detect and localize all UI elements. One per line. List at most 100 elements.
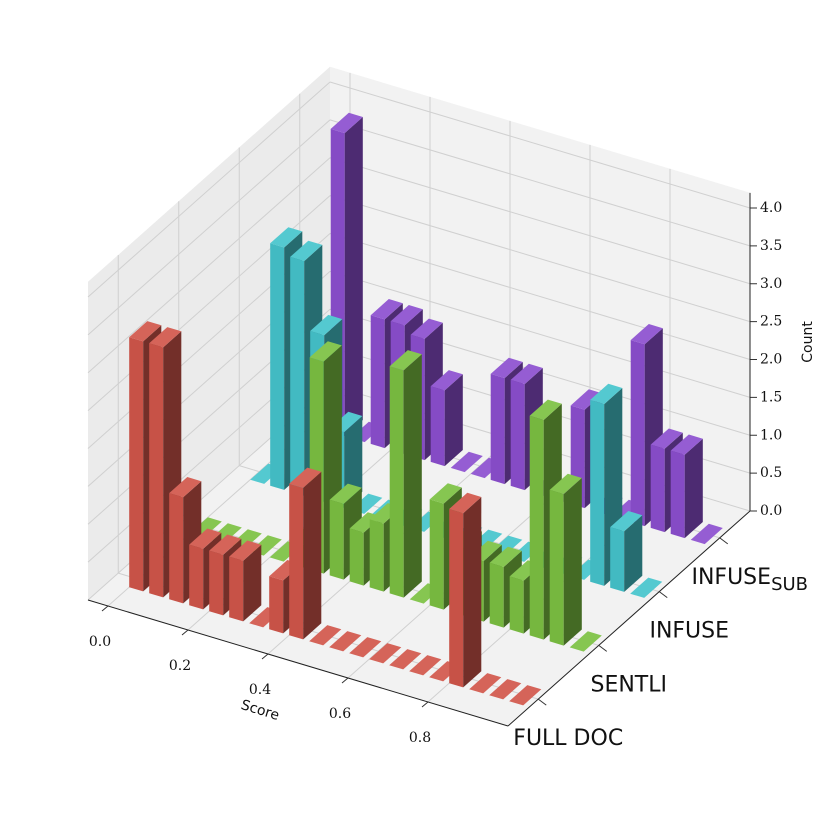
bar-front [289, 483, 304, 640]
bar-top [569, 631, 602, 652]
bar-front [370, 315, 385, 449]
bar-side [403, 354, 422, 598]
bar [509, 685, 542, 706]
bar [309, 625, 342, 646]
bar [610, 511, 643, 592]
bar-top [189, 528, 222, 549]
bar-front [650, 444, 665, 533]
z-tick-label: 4.0 [760, 200, 782, 216]
bar-side [444, 374, 463, 467]
x-tick-mark [421, 701, 429, 708]
bar-top [670, 434, 703, 455]
bar-side [563, 478, 582, 646]
bar-front [169, 493, 184, 604]
bar-top [529, 399, 562, 420]
bar-top [389, 649, 422, 670]
bar [430, 370, 463, 467]
bar-top [489, 546, 522, 567]
bar-top [169, 477, 202, 498]
bar-top [330, 112, 363, 134]
bar-top [149, 327, 182, 348]
bar-side [624, 515, 643, 592]
grid-line [329, 233, 751, 360]
bar-top [610, 511, 643, 532]
grid-line [329, 195, 751, 323]
bar-top [310, 314, 343, 336]
bar-front [430, 386, 445, 467]
x-tick-mark [341, 677, 349, 684]
bar-front [630, 340, 645, 527]
category-name: INFUSE [691, 565, 771, 590]
category-name: INFUSE [649, 619, 729, 644]
z-tick-label: 0.5 [760, 465, 782, 481]
labels: 0.0 0.2 0.4 0.6 0.8 0.0 0.5 1.0 1.5 2.0 2.5 3.0 3.5 4… [87, 192, 816, 751]
bar [450, 451, 483, 473]
grid-line [329, 119, 751, 247]
bar-top [409, 655, 442, 676]
bar-top [549, 473, 582, 495]
bar-top [469, 673, 502, 694]
y-tick-label: SENTLI [590, 672, 667, 697]
z-tick-label: 0.0 [760, 503, 782, 519]
grid-line [87, 157, 331, 374]
bar-side [243, 544, 262, 622]
x-tick-label: 0.6 [329, 706, 351, 722]
bar-top [129, 321, 162, 342]
bar [670, 434, 703, 539]
y-axis-line [507, 510, 751, 727]
bar-top [349, 637, 382, 658]
z-tick-label: 2.5 [760, 314, 782, 330]
y-tick-mark [598, 644, 608, 652]
bar-top [289, 467, 322, 488]
bar-top [270, 227, 303, 248]
bar-top [570, 389, 603, 410]
y-tick-mark [537, 698, 547, 706]
bar-front [510, 379, 525, 491]
bar-front [270, 243, 285, 490]
bar-side [303, 471, 322, 640]
bar-front [490, 373, 505, 485]
bar-top [370, 299, 403, 320]
grid-line [329, 270, 751, 398]
bar-front [229, 556, 244, 622]
bar-top [309, 625, 342, 646]
bar-top [369, 643, 402, 664]
y-tick-mark [719, 537, 729, 545]
bar-front [449, 509, 464, 688]
bar-front [189, 544, 204, 610]
x-axis-line [87, 599, 509, 727]
bar [469, 673, 502, 694]
grid-line [329, 81, 751, 209]
z-tick-label: 1.0 [760, 427, 782, 443]
bar [449, 492, 482, 688]
bar-front [489, 562, 504, 628]
bar-top [650, 428, 683, 449]
bar [549, 473, 582, 646]
bar-side [684, 438, 703, 539]
bar-top [410, 318, 443, 339]
grid-line [87, 81, 331, 298]
category-name: SENTLI [590, 672, 667, 697]
bar-top [509, 685, 542, 706]
bar [329, 631, 362, 652]
x-tick-label: 0.8 [409, 730, 431, 746]
y-tick-label: INFUSE [649, 619, 729, 644]
x-tick-label: 0.2 [169, 658, 191, 674]
bar [569, 631, 602, 652]
bar-top [389, 350, 422, 371]
y-tick-label: INFUSESUB [691, 565, 808, 595]
bar-top [590, 383, 623, 405]
bar-top [329, 483, 362, 504]
bar-side [463, 497, 482, 688]
bar [389, 350, 422, 598]
y-tick-mark [658, 591, 668, 599]
z-tick-label: 2.0 [760, 352, 782, 368]
bar-top [309, 341, 342, 362]
bar-top [489, 679, 522, 700]
bar [630, 577, 663, 598]
x-tick-mark [181, 629, 189, 636]
x-tick-label: 0.0 [89, 634, 111, 650]
bar-top [209, 534, 242, 555]
bar-front [149, 343, 164, 598]
